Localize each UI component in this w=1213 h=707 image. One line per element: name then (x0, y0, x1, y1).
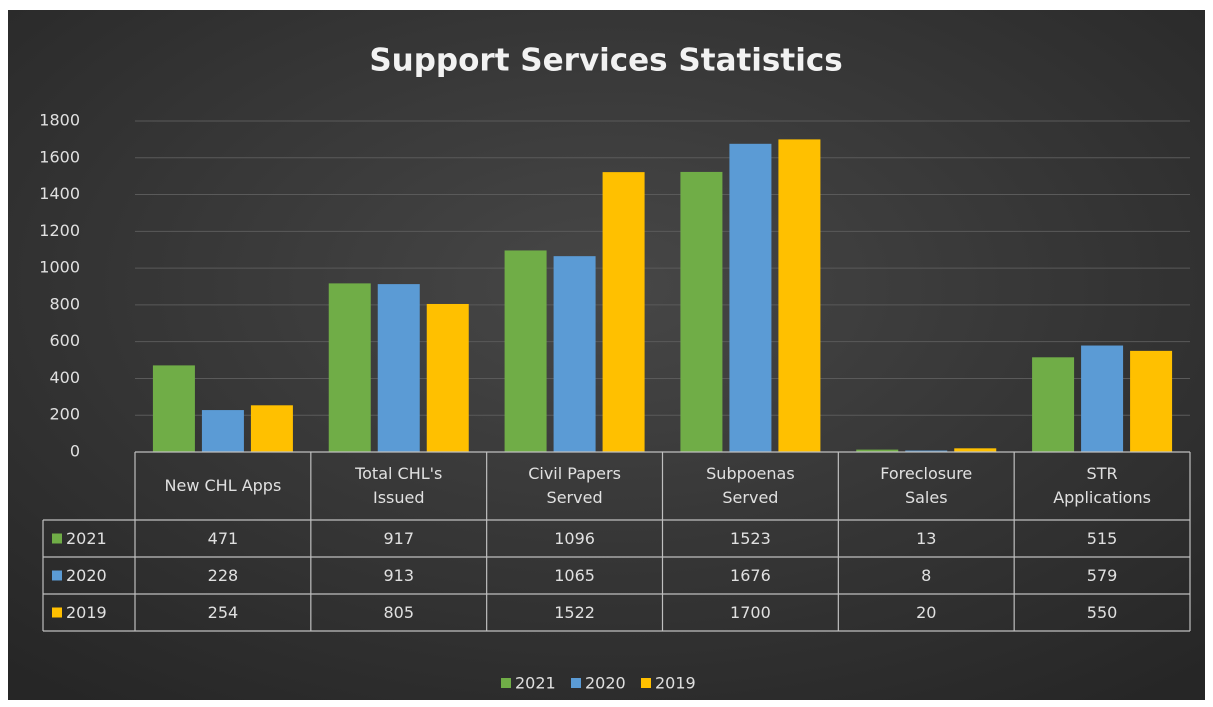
table-value: 550 (1087, 603, 1118, 622)
y-tick-label: 0 (70, 442, 80, 461)
bar (729, 143, 772, 452)
legend-key (571, 678, 581, 688)
bar (250, 405, 293, 452)
table-value: 1096 (554, 529, 595, 548)
table-value: 13 (916, 529, 936, 548)
table-value: 1700 (730, 603, 771, 622)
y-tick-label: 800 (49, 294, 80, 313)
legend-key (641, 678, 651, 688)
bar (680, 171, 723, 452)
table-value: 254 (208, 603, 239, 622)
bar (1032, 357, 1075, 452)
bar (201, 410, 244, 452)
table-value: 1522 (554, 603, 595, 622)
table-series-label: 2021 (66, 529, 107, 548)
y-tick-label: 200 (49, 405, 80, 424)
x-tick-label: New CHL Apps (164, 476, 282, 495)
table-legend-key (52, 570, 62, 581)
x-tick-label: Civil Papers Served (528, 464, 621, 507)
table-value: 515 (1087, 529, 1118, 548)
bar (328, 283, 371, 452)
bar (377, 284, 420, 452)
table-legend-key (52, 533, 62, 544)
bar (778, 139, 821, 452)
legend-label: 2021 (515, 674, 556, 693)
bar (504, 250, 547, 452)
table-value: 228 (208, 566, 239, 585)
x-tick-label: Subpoenas Served (706, 464, 795, 507)
y-tick-label: 400 (49, 368, 80, 387)
table-value: 8 (921, 566, 931, 585)
table-value: 1523 (730, 529, 771, 548)
legend-key (501, 678, 511, 688)
bar (954, 448, 997, 452)
table-value: 805 (383, 603, 414, 622)
legend-label: 2020 (585, 674, 626, 693)
table-value: 579 (1087, 566, 1118, 585)
bar (1081, 345, 1124, 452)
y-tick-label: 1600 (39, 147, 80, 166)
table-value: 913 (383, 566, 414, 585)
legend-label: 2019 (655, 674, 696, 693)
bar (905, 450, 948, 452)
chart-title: Support Services Statistics (369, 43, 842, 79)
y-tick-label: 600 (49, 331, 80, 350)
table-legend-key (52, 607, 62, 618)
table-series-label: 2020 (66, 566, 107, 585)
table-value: 1676 (730, 566, 771, 585)
table-value: 20 (916, 603, 936, 622)
y-tick-label: 1200 (39, 221, 80, 240)
bar (602, 172, 645, 453)
y-tick-label: 1400 (39, 184, 80, 203)
bar (856, 449, 899, 452)
table-series-label: 2019 (66, 603, 107, 622)
table-value: 1065 (554, 566, 595, 585)
bar (426, 303, 469, 452)
bar (1130, 350, 1173, 452)
bar (152, 365, 195, 452)
x-tick-label: Total CHL's Issued (355, 464, 443, 507)
x-tick-label: Foreclosure Sales (880, 464, 973, 507)
table-value: 917 (383, 529, 414, 548)
x-tick-label: STR Applications (1053, 464, 1151, 507)
y-tick-label: 1000 (39, 258, 80, 277)
bar (553, 256, 596, 452)
table-value: 471 (208, 529, 239, 548)
y-tick-label: 1800 (39, 111, 80, 130)
